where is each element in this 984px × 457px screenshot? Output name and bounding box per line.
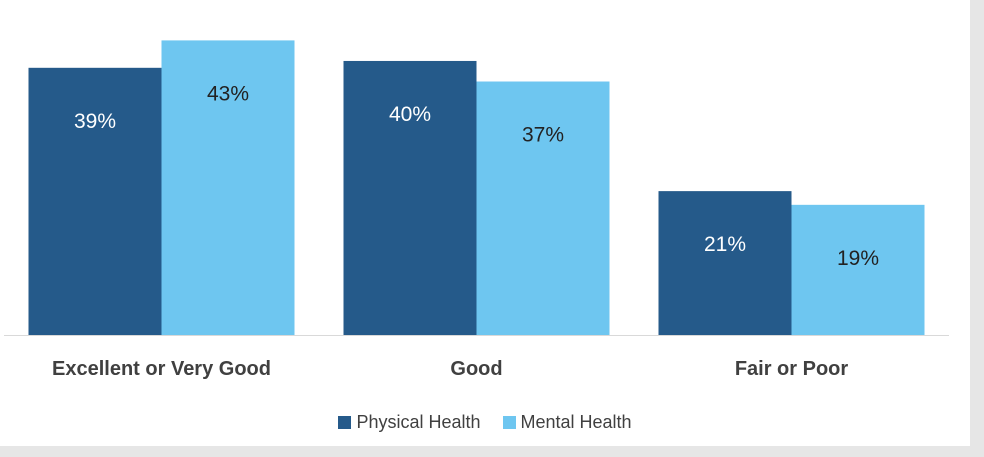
- bar-mental-health-fair-or-poor: [791, 204, 925, 335]
- bar-physical-health-good: [343, 60, 477, 335]
- data-label-physical-health-good: 40%: [389, 103, 431, 126]
- data-label-mental-health-excellent-or-very-good: 43%: [207, 82, 249, 105]
- data-label-physical-health-excellent-or-very-good: 39%: [74, 110, 116, 133]
- category-labels-group: Excellent or Very Good Good Fair or Poor: [52, 358, 848, 380]
- legend-item-mental-health: Mental Health: [502, 412, 632, 433]
- legend-label-physical-health: Physical Health: [356, 412, 481, 432]
- legend: Physical Health Mental Health: [0, 412, 970, 433]
- legend-label-mental-health: Mental Health: [520, 412, 632, 432]
- data-label-mental-health-good: 37%: [522, 124, 564, 147]
- bar-physical-health-fair-or-poor: [658, 191, 792, 335]
- chart-panel: 39% 43% 40% 37% 21% 19% Excellent or Very Goo…: [0, 0, 970, 446]
- data-label-physical-health-fair-or-poor: 21%: [704, 233, 746, 256]
- bar-chart: 39% 43% 40% 37% 21% 19% Excellent or Very Goo…: [4, 40, 949, 380]
- legend-swatch-physical-health: [338, 416, 352, 429]
- category-label-fair-or-poor: Fair or Poor: [735, 358, 849, 380]
- bars-group: 39% 43% 40% 37% 21% 19%: [28, 40, 925, 336]
- category-label-good: Good: [450, 358, 502, 380]
- bar-mental-health-excellent-or-very-good: [161, 40, 295, 335]
- category-label-excellent-or-very-good: Excellent or Very Good: [52, 358, 271, 380]
- legend-item-physical-health: Physical Health: [338, 412, 481, 433]
- data-label-mental-health-fair-or-poor: 19%: [837, 247, 879, 270]
- bar-mental-health-good: [476, 81, 610, 335]
- legend-swatch-mental-health: [502, 416, 516, 429]
- bar-physical-health-excellent-or-very-good: [28, 67, 162, 336]
